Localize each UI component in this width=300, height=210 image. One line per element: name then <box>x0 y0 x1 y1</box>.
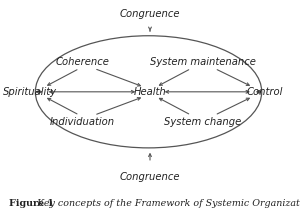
Text: Control: Control <box>247 87 283 97</box>
Text: Figure 1: Figure 1 <box>9 199 54 208</box>
Text: Health: Health <box>134 87 166 97</box>
Text: Congruence: Congruence <box>120 172 180 182</box>
Text: System maintenance: System maintenance <box>150 57 256 67</box>
Text: Spirituality: Spirituality <box>2 87 56 97</box>
Text: Coherence: Coherence <box>56 57 109 67</box>
Text: Congruence: Congruence <box>120 9 180 19</box>
Text: Individuation: Individuation <box>50 117 115 127</box>
Text: Key concepts of the Framework of Systemic Organization.: Key concepts of the Framework of Systemi… <box>31 199 300 208</box>
Text: System change: System change <box>164 117 242 127</box>
